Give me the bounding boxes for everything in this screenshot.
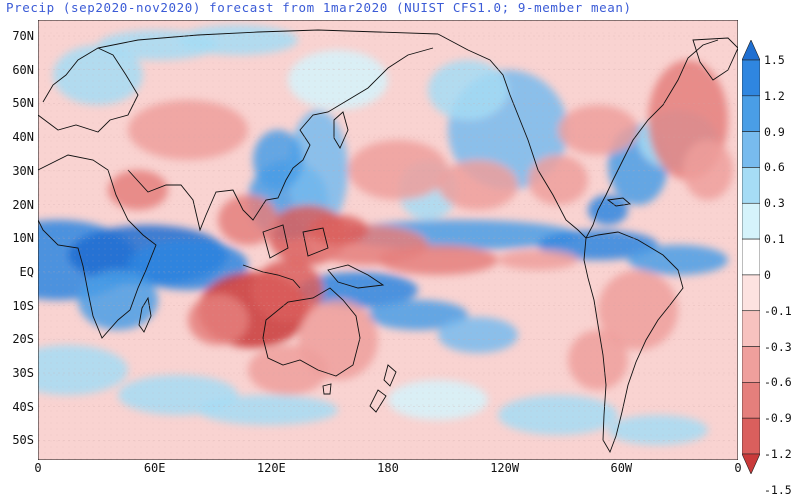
lon-label: 120W [490, 461, 520, 475]
colorbar-swatch [742, 417, 760, 455]
lat-label: 20S [12, 332, 34, 347]
lat-label: 10S [12, 298, 34, 313]
colorbar-swatch [742, 202, 760, 240]
precip-map [38, 20, 738, 460]
colorbar-tick-label: 0 [764, 267, 771, 282]
colorbar-tick-label: 0.6 [764, 160, 785, 175]
colorbar-tick-label: -1.5 [764, 482, 792, 497]
colorbar-swatch [742, 59, 760, 97]
colorbar-tick-label: -0.1 [764, 303, 792, 318]
colorbar-swatch [742, 346, 760, 383]
colorbar-swatch [742, 310, 760, 347]
colorbar-swatch [742, 95, 760, 132]
colorbar-swatch [742, 40, 760, 61]
colorbar-tick-label: -0.9 [764, 411, 792, 426]
colorbar-swatch [742, 167, 760, 204]
lon-label: 60W [610, 461, 633, 475]
lat-label: EQ [19, 264, 34, 279]
colorbar-swatch [742, 274, 760, 312]
lat-label: 10N [12, 231, 34, 246]
colorbar-swatch [742, 382, 760, 419]
colorbar-swatch [742, 131, 760, 168]
lon-label: 120E [256, 461, 286, 475]
lat-label: 30N [12, 163, 34, 178]
colorbar-swatch [742, 453, 760, 474]
lon-label: 180 [377, 461, 399, 475]
lat-label: 60N [12, 62, 34, 77]
colorbar-tick-label: -1.2 [764, 447, 792, 461]
lat-label: 20N [12, 197, 34, 212]
colorbar-tick-label: -0.6 [764, 375, 792, 390]
coastlines [38, 29, 738, 454]
lon-label: 0 [34, 461, 42, 475]
lat-label: 40N [12, 130, 34, 145]
colorbar-tick-label: 0.9 [764, 124, 785, 139]
lat-label: 70N [12, 29, 34, 43]
colorbar-tick-label: 1.2 [764, 88, 785, 103]
lat-label: 50N [12, 96, 34, 111]
map-title: Precip (sep2020-nov2020) forecast from 1… [6, 0, 632, 15]
lat-label: 50S [12, 433, 34, 448]
lat-label: 30S [12, 366, 34, 380]
lat-label: 40S [12, 399, 34, 414]
lon-label: 0 [734, 461, 742, 475]
colorbar-tick-label: -0.3 [764, 339, 792, 354]
colorbar-tick-label: 1.5 [764, 53, 785, 67]
lon-label: 60E [143, 461, 166, 475]
colorbar-tick-label: 0.1 [764, 232, 785, 247]
colorbar-tick-label: 0.3 [764, 196, 785, 211]
colorbar [742, 40, 760, 474]
colorbar-swatch [742, 238, 760, 276]
